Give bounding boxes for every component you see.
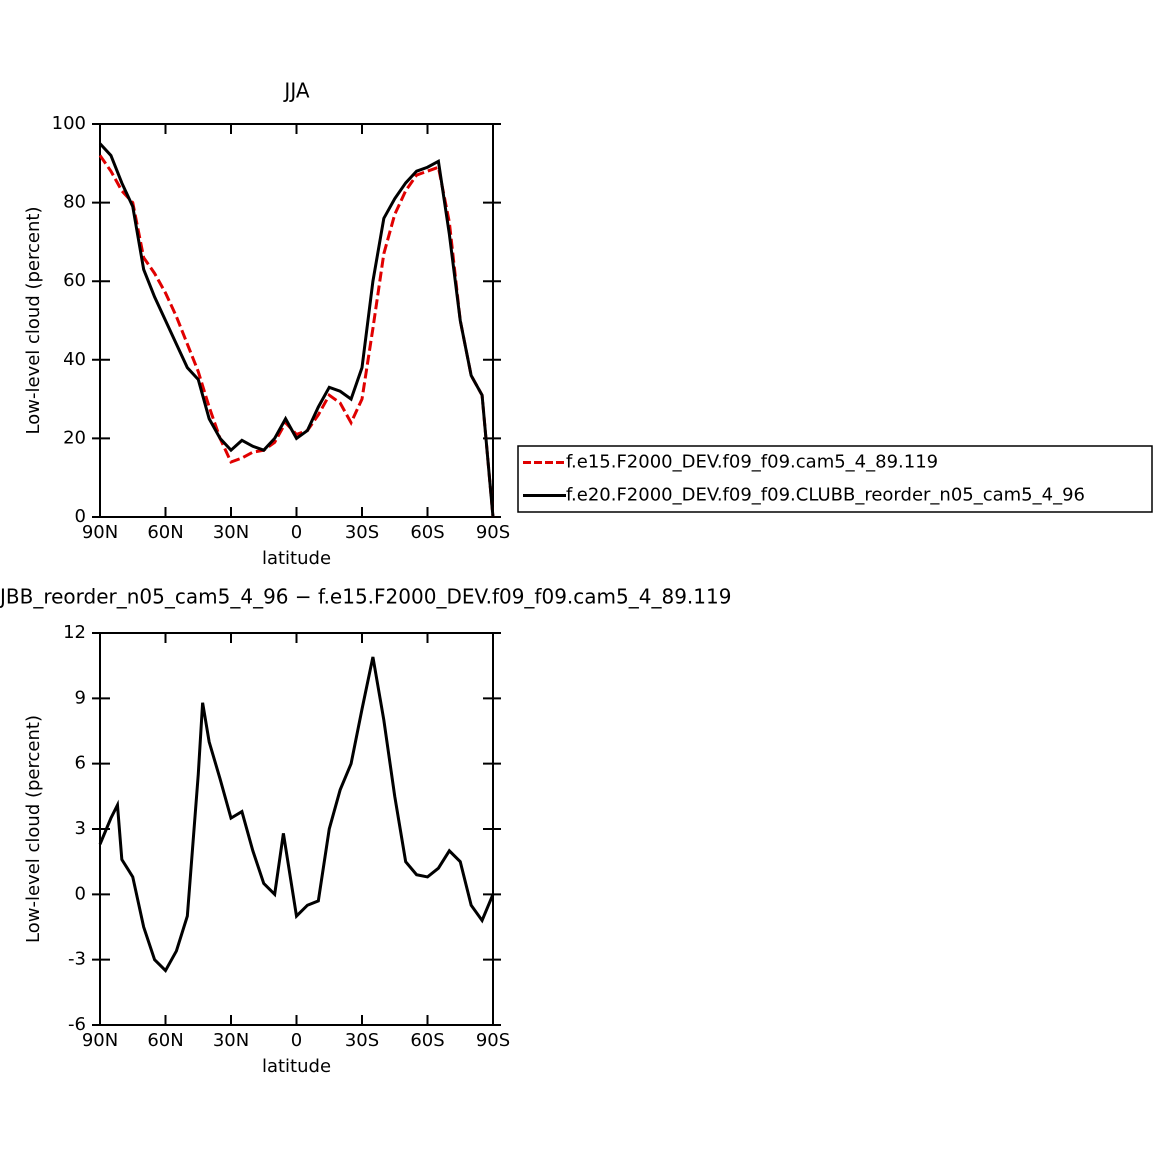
chart-title: JJA [282,79,309,103]
legend-label: f.e15.F2000_DEV.f09_f09.cam5_4_89.119 [566,452,938,473]
y-axis-label: Low-level cloud (percent) [23,715,44,943]
y-tick-label: 20 [63,427,86,448]
x-tick-label: 30N [213,1030,249,1051]
data-line [98,154,495,518]
x-tick-label: 60N [147,522,183,543]
y-tick-label: 0 [75,883,86,904]
y-tick-label: 6 [75,753,86,774]
x-tick-label: 30S [345,1030,379,1051]
x-tick-label: 0 [291,1030,302,1051]
chart-title: JBB_reorder_n05_cam5_4_96 − f.e15.F2000_… [0,585,731,609]
data-line [98,142,495,518]
y-tick-label: -3 [68,949,86,970]
x-axis-label: latitude [262,1056,331,1077]
y-tick-label: 12 [63,622,86,643]
x-tick-label: 90N [82,1030,118,1051]
x-tick-label: 60S [410,1030,444,1051]
y-tick-label: 60 [63,270,86,291]
y-tick-label: 80 [63,192,86,213]
data-line [98,656,495,974]
x-axis-label: latitude [262,548,331,569]
x-tick-label: 30S [345,522,379,543]
x-tick-label: 30N [213,522,249,543]
legend-label: f.e20.F2000_DEV.f09_f09.CLUBB_reorder_n0… [566,485,1085,506]
y-tick-label: 3 [75,818,86,839]
x-tick-label: 60N [147,1030,183,1051]
y-tick-label: 100 [52,113,86,134]
y-tick-label: 40 [63,349,86,370]
x-tick-label: 0 [291,522,302,543]
x-tick-label: 90S [476,522,510,543]
y-tick-label: -6 [68,1014,86,1035]
plot-frame [99,123,494,518]
x-tick-label: 90S [476,1030,510,1051]
plot-frame [99,632,494,1026]
x-tick-label: 60S [410,522,444,543]
y-tick-label: 9 [75,687,86,708]
x-tick-label: 90N [82,522,118,543]
legend-box [517,445,1153,513]
y-tick-label: 0 [75,506,86,527]
y-axis-label: Low-level cloud (percent) [23,207,44,435]
